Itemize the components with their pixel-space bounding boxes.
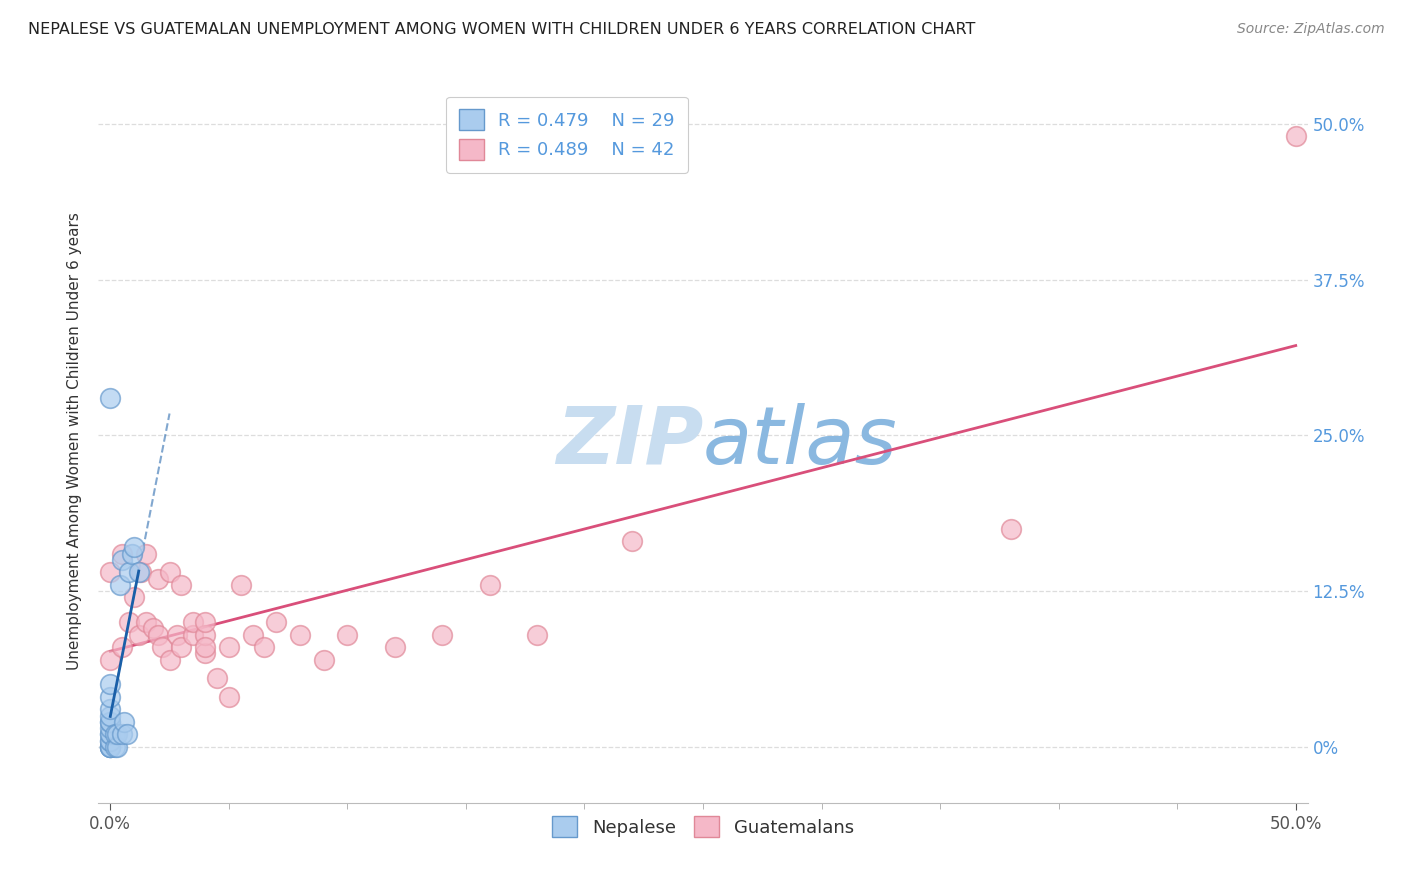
- Point: [478, 578, 501, 592]
- Text: Source: ZipAtlas.com: Source: ZipAtlas.com: [1237, 22, 1385, 37]
- Point: [115, 727, 138, 741]
- Point: [229, 578, 252, 592]
- Point: [111, 640, 134, 654]
- Point: [98, 739, 121, 754]
- Text: NEPALESE VS GUATEMALAN UNEMPLOYMENT AMONG WOMEN WITH CHILDREN UNDER 6 YEARS CORR: NEPALESE VS GUATEMALAN UNEMPLOYMENT AMON…: [28, 22, 976, 37]
- Point: [118, 615, 141, 630]
- Text: ZIP: ZIP: [555, 402, 703, 481]
- Point: [218, 640, 240, 654]
- Point: [98, 714, 121, 729]
- Point: [1285, 129, 1308, 144]
- Point: [98, 690, 121, 704]
- Point: [1000, 522, 1022, 536]
- Point: [218, 690, 240, 704]
- Point: [104, 727, 127, 741]
- Point: [135, 547, 157, 561]
- Point: [98, 566, 121, 580]
- Point: [146, 572, 169, 586]
- Point: [194, 640, 217, 654]
- Point: [118, 566, 141, 580]
- Point: [105, 739, 128, 754]
- Point: [253, 640, 276, 654]
- Point: [98, 727, 121, 741]
- Point: [264, 615, 287, 630]
- Point: [98, 652, 121, 666]
- Point: [111, 727, 134, 741]
- Point: [135, 615, 157, 630]
- Point: [526, 627, 548, 641]
- Point: [128, 627, 150, 641]
- Point: [432, 627, 454, 641]
- Point: [98, 702, 121, 716]
- Point: [98, 739, 121, 754]
- Point: [205, 671, 228, 685]
- Point: [98, 739, 121, 754]
- Point: [194, 627, 217, 641]
- Point: [152, 640, 174, 654]
- Point: [98, 677, 121, 691]
- Point: [142, 621, 165, 635]
- Point: [122, 591, 145, 605]
- Point: [288, 627, 311, 641]
- Point: [312, 652, 335, 666]
- Point: [111, 553, 134, 567]
- Point: [384, 640, 406, 654]
- Point: [181, 615, 204, 630]
- Point: [166, 627, 188, 641]
- Point: [105, 727, 128, 741]
- Point: [122, 541, 145, 555]
- Y-axis label: Unemployment Among Women with Children Under 6 years: Unemployment Among Women with Children U…: [67, 212, 83, 671]
- Point: [98, 727, 121, 741]
- Text: atlas: atlas: [703, 402, 898, 481]
- Point: [242, 627, 264, 641]
- Point: [129, 566, 152, 580]
- Point: [194, 646, 217, 660]
- Point: [98, 721, 121, 735]
- Point: [98, 733, 121, 747]
- Point: [111, 547, 134, 561]
- Point: [98, 714, 121, 729]
- Point: [336, 627, 359, 641]
- Point: [620, 534, 643, 549]
- Point: [98, 391, 121, 405]
- Legend: Nepalese, Guatemalans: Nepalese, Guatemalans: [546, 809, 860, 845]
- Point: [159, 566, 181, 580]
- Point: [108, 578, 131, 592]
- Point: [170, 640, 193, 654]
- Point: [181, 627, 204, 641]
- Point: [194, 615, 217, 630]
- Point: [159, 652, 181, 666]
- Point: [114, 714, 136, 729]
- Point: [121, 547, 143, 561]
- Point: [98, 733, 121, 747]
- Point: [170, 578, 193, 592]
- Point: [128, 566, 150, 580]
- Point: [104, 739, 127, 754]
- Point: [98, 739, 121, 754]
- Point: [98, 708, 121, 723]
- Point: [146, 627, 169, 641]
